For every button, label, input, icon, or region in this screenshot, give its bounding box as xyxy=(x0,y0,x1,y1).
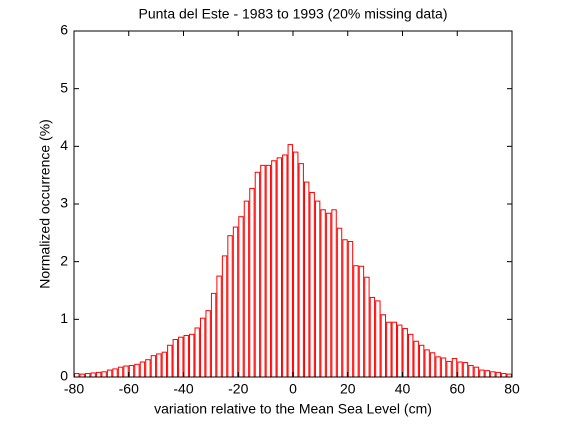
bar xyxy=(325,212,332,378)
bar xyxy=(429,352,436,378)
bar xyxy=(238,216,244,378)
x-tick-label: -80 xyxy=(64,381,84,397)
bar xyxy=(167,344,173,378)
bar xyxy=(314,200,321,378)
bar xyxy=(150,355,157,378)
bar xyxy=(380,314,387,378)
bar xyxy=(320,209,326,378)
bar xyxy=(408,333,414,378)
bar xyxy=(364,276,370,378)
bar xyxy=(501,373,507,378)
bar xyxy=(112,368,118,378)
y-tick-label: 4 xyxy=(60,137,68,153)
bar xyxy=(386,321,392,378)
y-tick-label: 3 xyxy=(60,195,68,211)
x-tick-label: -60 xyxy=(119,381,139,397)
bar xyxy=(249,187,255,378)
bar xyxy=(462,362,469,378)
bar xyxy=(397,324,403,378)
bar xyxy=(495,371,502,378)
x-tick-label: 20 xyxy=(340,381,356,397)
x-tick-label: -40 xyxy=(173,381,193,397)
bar xyxy=(347,240,354,378)
bar xyxy=(156,353,162,378)
bar xyxy=(369,296,376,378)
bar xyxy=(74,373,80,378)
bar xyxy=(303,181,310,378)
bar xyxy=(145,359,151,378)
bar xyxy=(440,357,447,378)
x-axis-label: variation relative to the Mean Sea Level… xyxy=(154,401,432,417)
bar xyxy=(282,154,288,378)
bar xyxy=(358,265,365,378)
bar xyxy=(446,360,452,378)
x-tick-label: 80 xyxy=(504,381,520,397)
bar xyxy=(90,372,96,378)
bar xyxy=(117,366,124,378)
bar xyxy=(216,275,222,378)
bar xyxy=(336,227,343,378)
bar xyxy=(309,191,315,378)
y-tick-label: 6 xyxy=(60,22,68,38)
bar xyxy=(402,328,408,378)
chart-title: Punta del Este - 1983 to 1993 (20% missi… xyxy=(139,6,448,22)
x-tick-label: 0 xyxy=(289,381,297,397)
bar xyxy=(342,239,348,378)
bar xyxy=(106,369,113,378)
bar xyxy=(375,300,381,378)
bar xyxy=(95,371,102,378)
bar xyxy=(298,163,304,378)
bar xyxy=(101,371,107,378)
bar xyxy=(418,344,425,378)
y-axis-label: Normalized occurrence (%) xyxy=(37,119,53,289)
bar xyxy=(468,364,474,378)
bar xyxy=(84,373,91,378)
bar xyxy=(227,235,233,378)
bar xyxy=(139,361,146,378)
bar xyxy=(199,317,206,378)
bar xyxy=(194,327,200,378)
bar xyxy=(254,171,261,378)
bar xyxy=(479,369,485,378)
bar xyxy=(331,209,337,378)
bar xyxy=(293,151,299,378)
y-tick-label: 0 xyxy=(60,368,68,384)
bar xyxy=(490,371,496,378)
bar xyxy=(123,365,129,378)
bar xyxy=(260,164,266,378)
bar xyxy=(134,363,140,378)
bar xyxy=(189,333,195,378)
bar xyxy=(287,144,293,378)
bar xyxy=(276,157,283,378)
y-tick-label: 1 xyxy=(60,310,68,326)
bar xyxy=(221,255,228,378)
bar xyxy=(161,351,168,378)
bar xyxy=(424,349,430,378)
y-tick-label: 2 xyxy=(60,252,68,268)
bar xyxy=(205,310,211,378)
x-tick-label: 40 xyxy=(395,381,411,397)
bar xyxy=(265,164,272,378)
bar xyxy=(353,265,359,378)
bar xyxy=(435,356,441,378)
bar xyxy=(128,364,135,378)
bar xyxy=(210,292,217,378)
bar xyxy=(232,226,239,378)
y-tick-label: 5 xyxy=(60,79,68,95)
bar xyxy=(271,160,277,378)
bar xyxy=(183,334,189,378)
bar xyxy=(473,366,480,378)
bar xyxy=(484,370,491,378)
bar xyxy=(391,321,397,378)
bar xyxy=(457,361,463,378)
bar xyxy=(172,339,178,378)
bar xyxy=(178,336,184,378)
bar xyxy=(243,200,250,378)
x-tick-label: 60 xyxy=(449,381,465,397)
x-tick-label: -20 xyxy=(228,381,248,397)
bar xyxy=(413,340,419,378)
bar xyxy=(451,358,458,378)
